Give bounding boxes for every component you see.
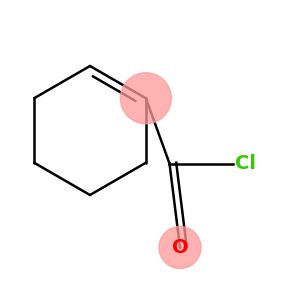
Text: Cl: Cl — [236, 154, 256, 173]
Text: O: O — [172, 238, 188, 257]
Circle shape — [120, 73, 171, 124]
Circle shape — [159, 226, 201, 268]
